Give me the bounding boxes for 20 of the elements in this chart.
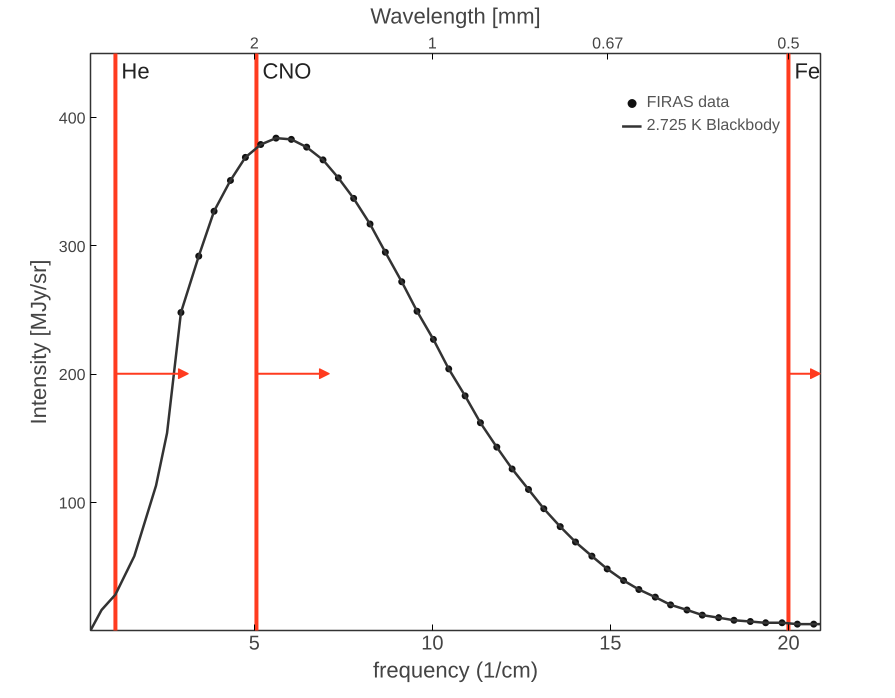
x-tick-label: 15: [599, 632, 622, 654]
legend-label: FIRAS data: [646, 94, 730, 112]
legend-label: 2.725 K Blackbody: [646, 117, 780, 135]
text: 2: [250, 36, 259, 52]
ref-line-label: CNO: [262, 58, 312, 84]
y-tick-label: 200: [58, 367, 86, 384]
text: 1: [428, 36, 437, 52]
text: 0.67: [592, 36, 624, 52]
y-tick-label: 300: [58, 238, 86, 256]
text: 0.5: [777, 36, 800, 52]
x-tick-label: 10: [421, 632, 444, 654]
ref-line-label: Fe: [794, 58, 820, 84]
x-axis-title: frequency (1/cm): [372, 658, 538, 682]
y-tick-label: 400: [58, 110, 86, 128]
x-tick-label: 5: [248, 632, 260, 654]
y-axis-title: Intensity [MJy/sr]: [26, 259, 51, 425]
ref-line-label: He: [121, 58, 150, 84]
y-tick-label: 100: [58, 495, 86, 512]
x2-axis-title: Wavelength [mm]: [370, 4, 541, 28]
x-tick-label: 20: [777, 632, 800, 654]
